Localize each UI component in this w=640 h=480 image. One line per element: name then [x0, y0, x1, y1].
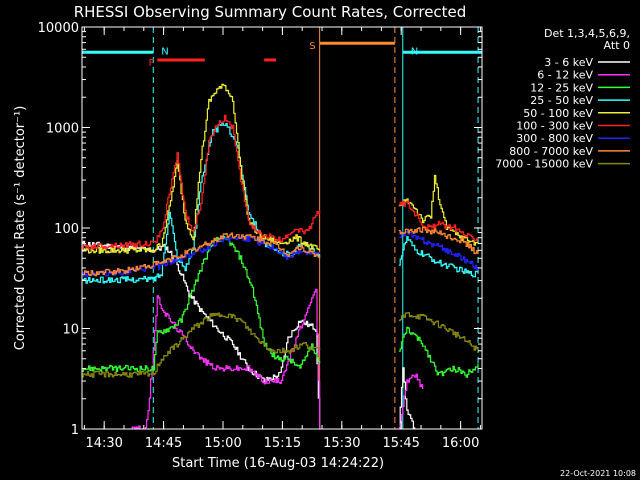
mode-bar-label: N: [411, 46, 418, 57]
series-line-50-100-kev: [82, 83, 321, 254]
legend-label: 25 - 50 keV: [530, 94, 593, 107]
series-line-25-50-kev: [398, 236, 479, 278]
mode-bar-label: F: [148, 58, 154, 69]
legend-label: 7000 - 15000 keV: [495, 158, 593, 171]
series-line-800-7000-kev: [82, 232, 321, 277]
chart-title: RHESSI Observing Summary Count Rates, Co…: [74, 3, 467, 21]
series-line-7000-15000-kev: [82, 312, 321, 378]
x-tick-label: 15:30: [323, 436, 360, 451]
series-line-12-25-kev: [398, 326, 479, 378]
y-tick-label: 10000: [38, 21, 79, 36]
x-tick-label: 14:30: [85, 436, 122, 451]
series-line-12-25-kev: [82, 235, 321, 373]
x-axis-label: Start Time (16-Aug-03 14:24:22): [172, 456, 384, 471]
series-line-3-6-kev: [399, 367, 416, 429]
legend-header: Det 1,3,4,5,6,9,: [544, 27, 630, 40]
series-line-6-12-kev: [398, 373, 424, 429]
mode-bars: N NFS: [82, 41, 482, 69]
legend-label: 3 - 6 keV: [544, 56, 593, 69]
series-layer: [82, 83, 479, 429]
series-line-300-800-kev: [398, 231, 479, 270]
mode-bar-label: N: [161, 46, 168, 57]
y-tick-label: 10: [62, 323, 79, 338]
x-tick-label: 14:45: [145, 436, 182, 451]
x-axis: 14:30 14:45 15:00 15:15 15:30 15:45 16:00: [83, 27, 481, 451]
series-line-100-300-kev: [82, 114, 321, 251]
vertical-markers: [152, 27, 479, 429]
series-line-100-300-kev: [398, 200, 479, 242]
y-tick-label: 1: [71, 423, 79, 438]
series-line-7000-15000-kev: [398, 312, 479, 351]
mode-bar-label: S: [309, 41, 315, 52]
series-line-6-12-kev: [131, 288, 321, 429]
legend-label: 50 - 100 keV: [523, 107, 593, 120]
y-axis: 1 10 100 1000 10000: [38, 21, 482, 438]
legend-label: 6 - 12 keV: [537, 69, 593, 82]
x-tick-label: 15:45: [382, 436, 419, 451]
legend-label: 300 - 800 keV: [516, 132, 593, 145]
y-axis-label: Corrected Count Rate (s⁻¹ detector⁻¹): [13, 106, 28, 351]
legend-label: 12 - 25 keV: [530, 81, 593, 94]
y-tick-label: 1000: [46, 122, 79, 137]
legend-header: Att 0: [604, 39, 630, 52]
footer-timestamp: 22-Oct-2021 10:08: [560, 469, 636, 478]
x-tick-label: 15:15: [264, 436, 301, 451]
x-tick-label: 16:00: [442, 436, 479, 451]
x-tick-label: 15:00: [204, 436, 241, 451]
series-line-800-7000-kev: [398, 226, 479, 255]
y-tick-label: 100: [54, 222, 79, 237]
series-line-50-100-kev: [398, 174, 479, 246]
legend-label: 800 - 7000 keV: [509, 145, 593, 158]
series-line-300-800-kev: [82, 235, 321, 278]
legend-label: 100 - 300 keV: [516, 120, 593, 133]
